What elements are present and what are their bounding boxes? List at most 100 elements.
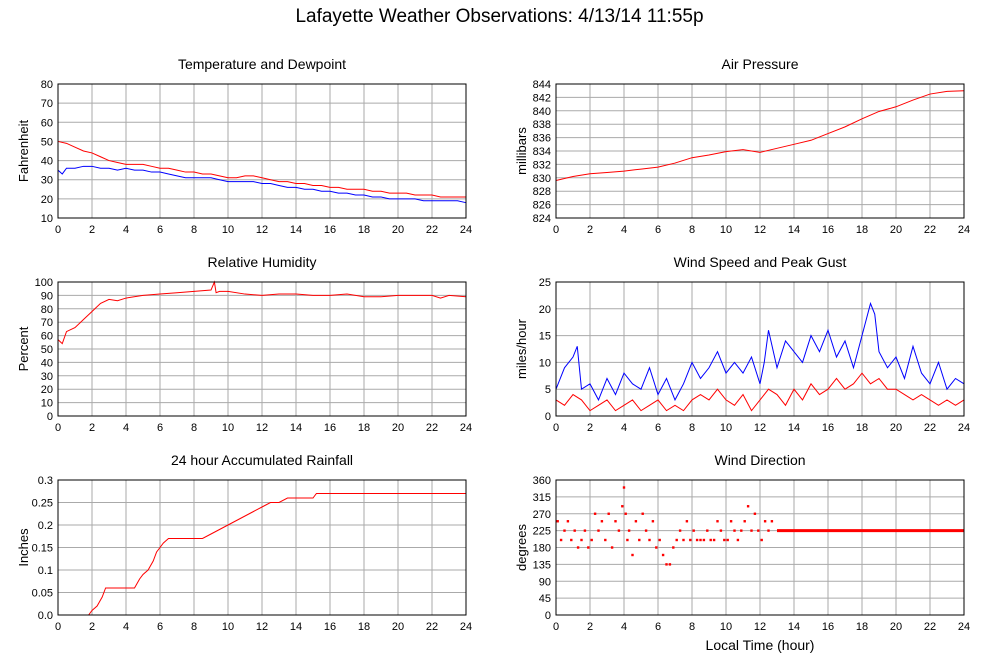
x-tick-label: 12 (256, 422, 268, 434)
x-tick-label: 18 (358, 422, 370, 434)
x-tick-label: 16 (324, 621, 336, 633)
y-axis-label: Fahrenheit (16, 120, 31, 183)
data-point (566, 520, 570, 523)
y-tick-label: 225 (533, 526, 551, 538)
x-tick-label: 2 (587, 621, 593, 633)
x-tick-label: 0 (55, 621, 61, 633)
series-line-red (58, 493, 466, 616)
x-tick-label: 10 (222, 621, 234, 633)
y-tick-label: 50 (41, 344, 53, 356)
y-tick-label: 0.25 (32, 498, 53, 510)
x-tick-label: 16 (324, 422, 336, 434)
x-tick-label: 14 (788, 621, 800, 633)
data-point (573, 529, 576, 532)
y-tick-label: 15 (539, 331, 551, 343)
y-tick-label: 834 (533, 146, 551, 158)
y-tick-label: 0 (545, 610, 551, 622)
x-tick-label: 14 (788, 224, 800, 236)
series-line-red (57, 140, 466, 198)
data-point (631, 553, 634, 557)
x-tick-label: 0 (55, 422, 61, 434)
y-tick-label: 80 (41, 304, 53, 316)
x-tick-label: 16 (822, 224, 834, 236)
data-point (626, 538, 629, 542)
x-axis-label: Local Time (hour) (706, 637, 815, 653)
data-point (743, 520, 746, 523)
y-tick-label: 30 (41, 175, 53, 187)
data-point (570, 538, 573, 542)
data-point (655, 546, 658, 549)
x-tick-label: 6 (655, 422, 661, 434)
x-tick-label: 10 (222, 224, 234, 236)
x-tick-label: 18 (856, 621, 868, 633)
x-tick-label: 20 (890, 621, 902, 633)
x-tick-label: 4 (621, 621, 627, 633)
x-tick-label: 24 (958, 422, 970, 434)
y-tick-label: 40 (41, 357, 53, 369)
data-point (580, 538, 583, 542)
data-point (638, 538, 641, 542)
y-tick-label: 838 (533, 119, 551, 131)
data-point (597, 529, 600, 532)
data-point (770, 520, 774, 523)
y-tick-label: 100 (35, 277, 53, 289)
x-tick-label: 24 (958, 224, 970, 236)
y-tick-label: 20 (41, 194, 53, 206)
y-axis-label: degrees (514, 524, 529, 571)
x-tick-label: 4 (123, 422, 129, 434)
y-tick-label: 270 (533, 509, 551, 521)
x-tick-label: 16 (822, 621, 834, 633)
x-tick-label: 10 (720, 621, 732, 633)
data-point (757, 529, 760, 532)
x-tick-label: 8 (689, 224, 695, 236)
x-tick-label: 2 (587, 224, 593, 236)
x-tick-label: 2 (587, 422, 593, 434)
chart-title: Air Pressure (721, 56, 798, 72)
data-point (610, 546, 614, 549)
data-point (587, 546, 590, 549)
data-point (750, 529, 753, 532)
x-tick-label: 12 (754, 422, 766, 434)
data-point (767, 529, 770, 532)
y-tick-label: 180 (533, 543, 551, 555)
x-tick-label: 10 (720, 422, 732, 434)
data-point (556, 520, 559, 523)
plot-frame (555, 479, 965, 616)
x-tick-label: 16 (822, 422, 834, 434)
data-point (593, 512, 597, 515)
x-tick-label: 24 (460, 422, 472, 434)
x-tick-label: 24 (460, 224, 472, 236)
data-point (712, 538, 716, 542)
data-point (675, 538, 678, 542)
data-point (753, 512, 757, 515)
data-point (590, 538, 593, 542)
plot-frame (555, 281, 965, 417)
y-tick-label: 844 (533, 79, 551, 91)
data-point (692, 529, 695, 532)
plot-frame (555, 83, 965, 219)
y-tick-label: 826 (533, 200, 551, 212)
data-point (740, 529, 743, 532)
data-point (641, 512, 644, 515)
x-tick-label: 8 (689, 422, 695, 434)
data-point (563, 529, 566, 532)
x-tick-label: 10 (720, 224, 732, 236)
y-tick-label: 10 (41, 213, 53, 225)
x-tick-label: 12 (256, 621, 268, 633)
x-tick-label: 24 (460, 621, 472, 633)
y-tick-label: 90 (539, 576, 551, 588)
data-point (695, 538, 699, 542)
data-point (622, 486, 626, 489)
x-tick-label: 24 (958, 621, 970, 633)
y-tick-label: 0 (545, 411, 551, 423)
data-point (604, 538, 607, 542)
y-tick-label: 90 (41, 290, 53, 302)
y-tick-label: 836 (533, 133, 551, 145)
data-point (719, 529, 723, 532)
y-tick-label: 70 (41, 98, 53, 110)
data-point (634, 520, 638, 523)
plot-frame (57, 281, 467, 417)
